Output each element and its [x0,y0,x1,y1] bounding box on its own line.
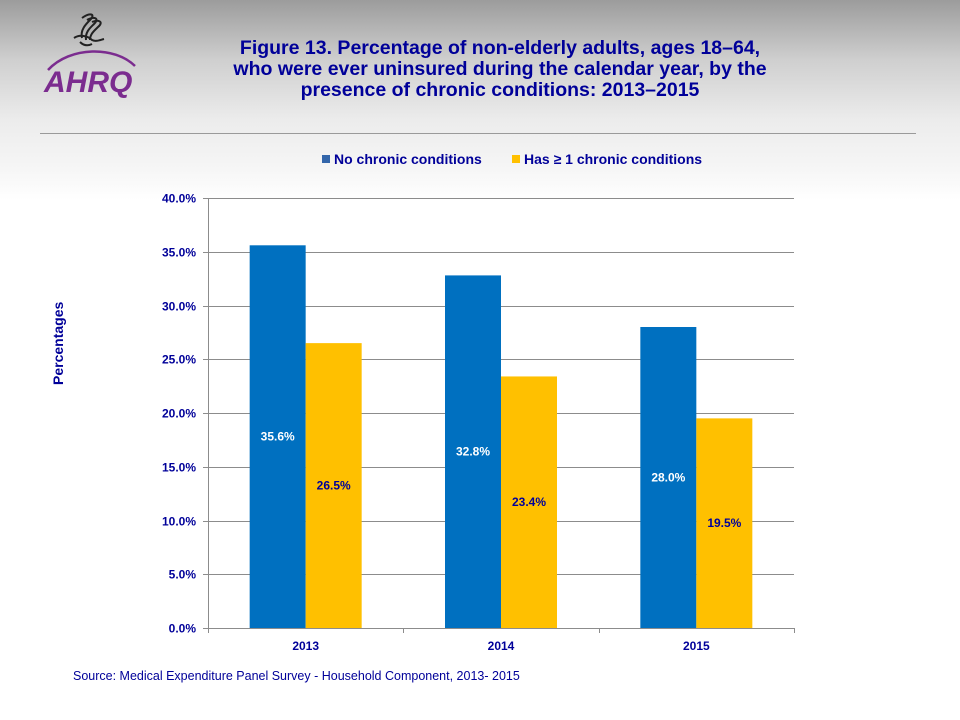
legend-item-has-chronic: Has ≥ 1 chronic conditions [512,151,702,167]
chart-title: Figure 13. Percentage of non-elderly adu… [200,38,800,101]
data-label: 26.5% [317,479,351,493]
data-label: 28.0% [651,471,685,485]
logo-arc [47,50,136,71]
y-tick-label: 20.0% [162,407,196,421]
x-tick-label: 2014 [488,639,515,653]
header-divider [40,133,916,134]
hhs-eagle-icon [73,13,105,47]
data-label: 35.6% [261,430,295,444]
y-tick-label: 15.0% [162,461,196,475]
legend-swatch-gold [512,155,520,163]
title-line-1: Figure 13. Percentage of non-elderly adu… [239,37,761,59]
y-tick-label: 10.0% [162,515,196,529]
legend: No chronic conditions Has ≥ 1 chronic co… [0,151,960,171]
y-tick-label: 40.0% [162,192,196,206]
x-tick-label: 2015 [683,639,710,653]
x-tick-label: 2013 [292,639,319,653]
bar-no-chronic-2014 [445,275,501,628]
ahrq-logo: AHRQ [43,13,136,98]
legend-label: Has ≥ 1 chronic conditions [524,151,703,167]
bar-has-chronic-2015 [696,418,753,628]
y-tick-label: 30.0% [162,300,196,314]
y-tick-label: 0.0% [169,622,197,636]
source-note: Source: Medical Expenditure Panel Survey… [73,669,520,683]
bar-no-chronic-2013 [249,245,306,629]
legend-swatch-blue [322,155,330,163]
data-label: 32.8% [456,445,490,459]
y-tick-label: 25.0% [162,353,196,367]
y-tick-label: 5.0% [169,568,197,582]
bar-has-chronic-2013 [305,343,362,628]
title-line-3: presence of chronic conditions: 2013–201… [300,79,700,101]
bar-no-chronic-2015 [640,327,697,628]
title-line-2: who were ever uninsured during the calen… [233,58,767,80]
data-label: 19.5% [707,516,741,530]
legend-item-no-chronic: No chronic conditions [322,151,482,167]
data-label: 23.4% [512,495,546,509]
bar-has-chronic-2014 [501,376,557,628]
y-tick-label: 35.0% [162,246,196,260]
logo-text: AHRQ [43,66,132,98]
legend-label: No chronic conditions [334,151,482,167]
